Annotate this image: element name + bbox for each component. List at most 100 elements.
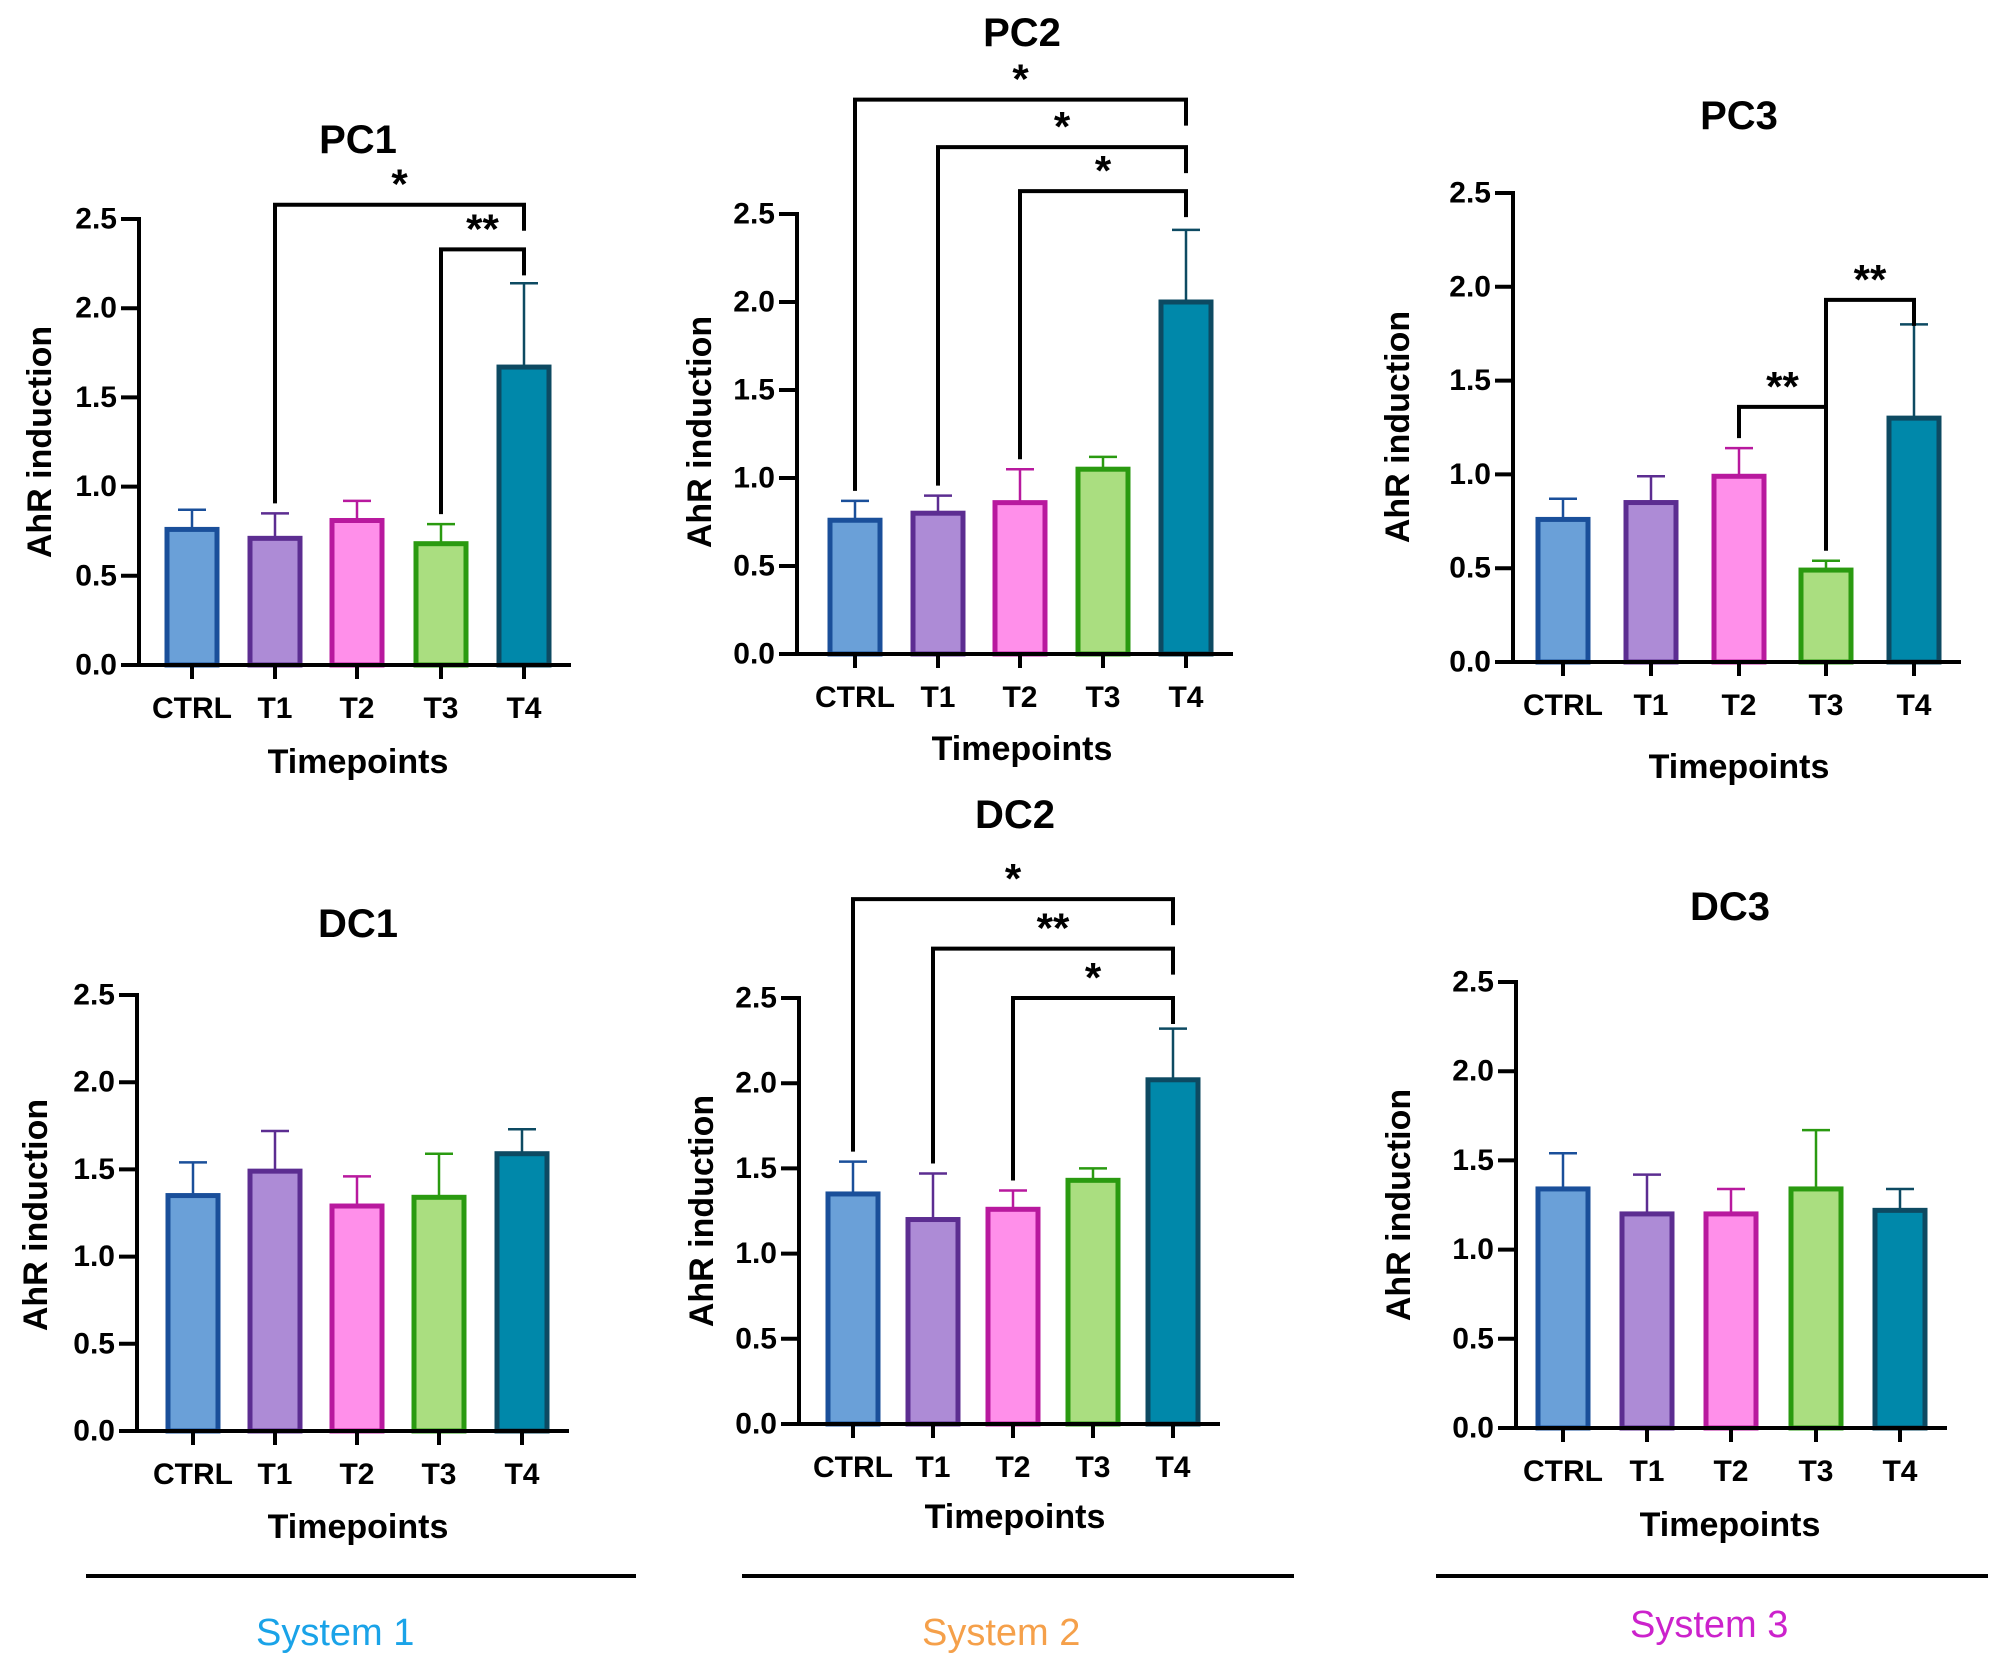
bar-t2 [329,517,385,668]
y-tick-label: 2.5 [735,982,777,1015]
significance-label: ** [1037,905,1070,952]
y-axis-label: AhR induction [21,326,59,558]
y-tick-label: 0.0 [735,1408,777,1441]
y-tick-label: 0.0 [1452,1412,1494,1445]
x-axis-label: Timepoints [268,1508,449,1546]
bar-t3 [1075,466,1131,657]
bar-t3 [1065,1177,1121,1427]
x-tick-label: T3 [1085,681,1120,714]
y-tick-label: 0.0 [75,649,117,682]
x-tick-label: T1 [915,1451,950,1484]
bar-t4 [1158,299,1214,657]
x-tick-label: T2 [339,692,374,725]
x-tick-label: T1 [1633,689,1668,722]
y-tick-label: 2.0 [73,1066,115,1099]
significance-label: * [1012,56,1029,103]
chart-panel-pc2: PC2 AhR induction Timepoints 0.0 0.5 1.0 1.5 2.… [681,11,1233,768]
chart-panel-pc3: PC3 AhR induction Timepoints 0.0 0.5 1.0 1.5 2.… [1379,94,1961,786]
x-tick-label: CTRL [815,681,895,714]
significance-label: ** [1766,363,1799,410]
y-axis-label: AhR induction [681,316,719,548]
system-3-label: System 3 [1630,1604,1789,1646]
significance-bracket [1011,996,1175,1181]
chart-panel-dc3: DC3 AhR induction Timepoints 0.0 0.5 1.0 1.5 2.… [1380,885,1947,1544]
y-tick-label: 1.0 [735,1237,777,1270]
y-tick-label: 2.0 [1452,1055,1494,1088]
y-tick-label: 1.5 [733,374,775,407]
y-tick-label: 2.5 [75,203,117,236]
x-tick-label: T3 [1075,1451,1110,1484]
bar-t3 [413,541,469,668]
x-tick-label: T3 [421,1458,456,1491]
y-tick-label: 1.0 [1449,458,1491,491]
x-tick-label: T1 [257,692,292,725]
bar-t3 [1788,1186,1844,1431]
x-tick-label: T4 [506,692,541,725]
y-tick-label: 2.5 [1452,966,1494,999]
x-axis-label: Timepoints [932,730,1113,768]
y-tick-label: 0.0 [1449,646,1491,679]
y-axis-label: AhR induction [1379,311,1417,543]
y-tick-label: 0.5 [1452,1322,1494,1355]
x-axis-label: Timepoints [925,1498,1106,1536]
significance-label: ** [1854,256,1887,303]
y-tick-label: 1.5 [735,1152,777,1185]
bar-t2 [329,1203,385,1434]
bar-t2 [992,500,1048,657]
significance-label: * [391,161,408,208]
bar-ctrl [825,1191,881,1427]
chart-title: PC1 [319,118,397,162]
y-tick-label: 1.0 [733,462,775,495]
x-tick-label: T4 [1168,681,1203,714]
y-tick-label: 1.0 [1452,1233,1494,1266]
chart-title: DC2 [975,793,1055,837]
y-tick-label: 1.0 [73,1240,115,1273]
significance-bracket [1018,189,1188,460]
system-1-rule [86,1574,636,1578]
y-tick-label: 2.5 [1449,177,1491,210]
x-tick-label: T2 [339,1458,374,1491]
bar-t2 [1711,473,1767,665]
chart-panel-pc1: PC1 AhR induction Timepoints 0.0 0.5 1.0 1.5 2.… [21,118,571,781]
x-tick-label: T2 [995,1451,1030,1484]
bar-t3 [1798,567,1854,665]
y-axis-label: AhR induction [683,1095,721,1327]
y-tick-label: 1.5 [75,381,117,414]
x-axis-label: Timepoints [1649,748,1830,786]
bar-ctrl [164,526,220,668]
significance-label: ** [466,205,499,252]
bar-t1 [1619,1211,1675,1431]
x-tick-label: T1 [920,681,955,714]
bar-t1 [247,535,303,668]
y-tick-label: 1.5 [1452,1144,1494,1177]
bar-t3 [411,1194,467,1434]
chart-panel-dc1: DC1 AhR induction Timepoints 0.0 0.5 1.0 1.5 2.… [17,902,569,1546]
system-1-label: System 1 [256,1612,415,1654]
y-tick-label: 0.5 [75,559,117,592]
bar-ctrl [1535,1186,1591,1431]
bar-t1 [1623,500,1679,665]
x-tick-label: T1 [1629,1455,1664,1488]
y-tick-label: 0.0 [733,638,775,671]
x-tick-label: T2 [1002,681,1037,714]
y-tick-label: 0.5 [735,1322,777,1355]
chart-panel-dc2: DC2 AhR induction Timepoints 0.0 0.5 1.0 1.5 2.… [683,793,1220,1536]
x-tick-label: T4 [1882,1455,1917,1488]
bar-t1 [247,1168,303,1434]
significance-label: * [1005,855,1022,902]
significance-bracket [851,897,1175,1152]
x-tick-label: T2 [1721,689,1756,722]
y-tick-label: 2.0 [75,292,117,325]
x-tick-label: CTRL [1523,1455,1603,1488]
significance-bracket [1824,297,1916,551]
y-tick-label: 1.0 [75,470,117,503]
bar-ctrl [1535,516,1591,665]
x-tick-label: CTRL [153,1458,233,1491]
x-axis-label: Timepoints [1640,1506,1821,1544]
significance-bracket [439,247,526,515]
x-tick-label: T1 [257,1458,292,1491]
significance-bracket [273,202,526,504]
x-tick-label: T4 [504,1458,539,1491]
significance-label: * [1085,954,1102,1001]
